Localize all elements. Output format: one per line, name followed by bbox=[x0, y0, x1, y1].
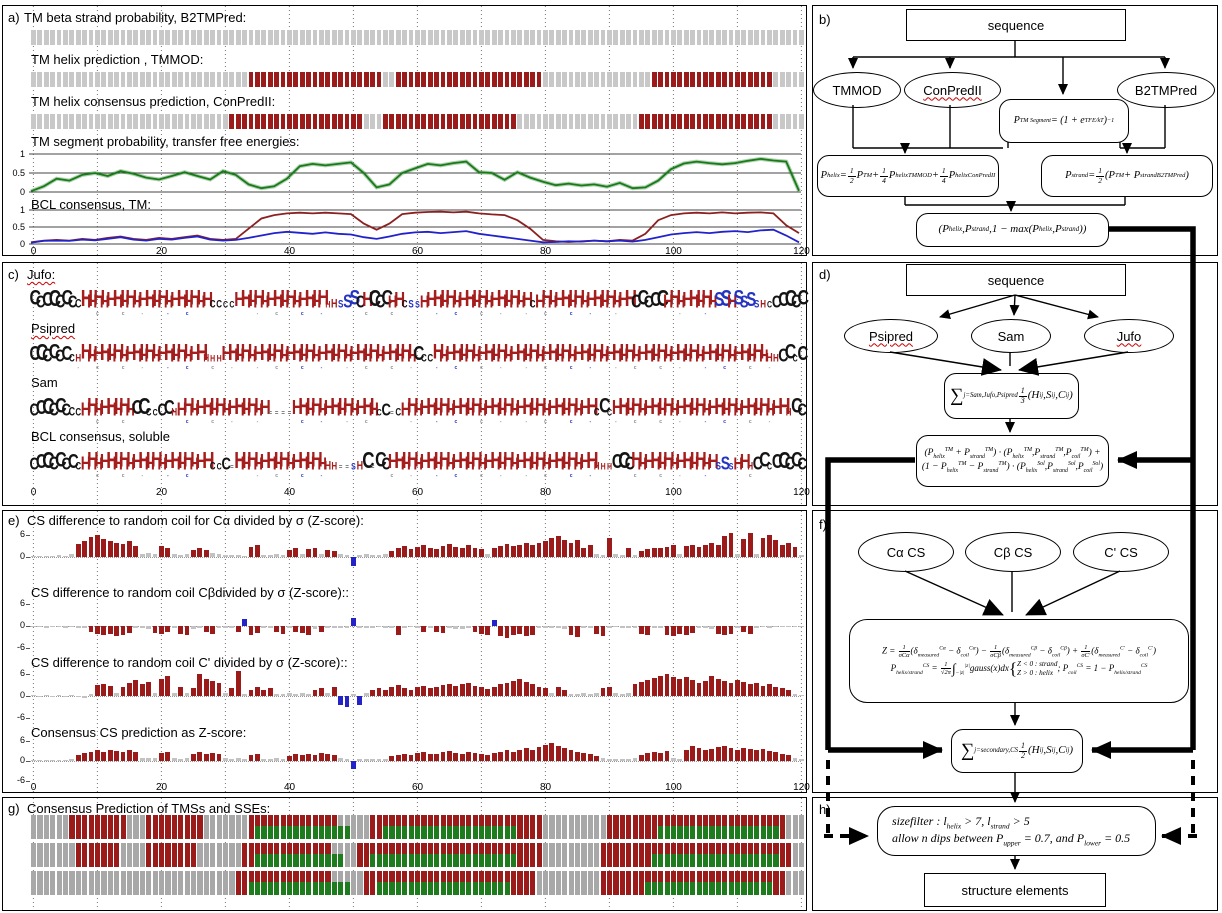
chart-tfe: 1 0.5 0 bbox=[3, 149, 808, 197]
label-cb: CS difference to random coil Cβdivided b… bbox=[31, 585, 349, 600]
chart-consensus-zscore: 6 0 -6 bbox=[3, 735, 808, 785]
consensus-strip-1 bbox=[3, 815, 808, 839]
sequence-box-b: sequence bbox=[906, 9, 1126, 41]
b2tmpred-ellipse: B2TMPred bbox=[1117, 72, 1215, 108]
sizefilter-box: sizefilter : lhelix > 7, lstrand > 5 all… bbox=[877, 806, 1156, 856]
x-axis-a: 0 20 40 60 80 100 120 bbox=[30, 246, 810, 257]
label-conpred: TM helix consensus prediction, ConPredII… bbox=[31, 94, 276, 109]
ca-cs-ellipse: Cα CS bbox=[858, 532, 954, 572]
structure-elements-box: structure elements bbox=[924, 873, 1106, 907]
panel-c-letter: c) bbox=[8, 267, 19, 282]
panel-b: b) sequence TMMOD ConPredII B2TMPred P TM… bbox=[812, 5, 1218, 256]
d-sum-formula: ∑ j=Sam,Jufo,Psipred 1 3 (H i j ,S i j ,C i j) bbox=[944, 373, 1079, 419]
consensus-strip-3 bbox=[3, 871, 808, 895]
chart-bcl-tm: 1 0.5 0 bbox=[3, 205, 808, 249]
sequence-box-d: sequence bbox=[906, 264, 1126, 296]
chart-cprime-zscore: 6 0 -6 bbox=[3, 668, 808, 723]
panel-e: e) CS difference to random coil for Cα d… bbox=[2, 510, 810, 793]
consensus-strip-2 bbox=[3, 843, 808, 867]
strip-b2tmpred bbox=[3, 30, 808, 45]
grid-lines bbox=[32, 6, 802, 255]
label-b2tmpred: TM beta strand probability, B2TMPred: bbox=[24, 10, 247, 25]
panel-f: f) Cα CS Cβ CS C' CS Z = 1 σCα (δmeasuredC… bbox=[812, 510, 1218, 793]
panel-b-letter: b) bbox=[819, 12, 831, 27]
sizefilter-line1: sizefilter : lhelix > 7, lstrand > 5 bbox=[892, 814, 1030, 831]
d-combine-line1: (PhelixTM + PstrandTM) · (PhelixTM,Pstra… bbox=[924, 446, 1101, 460]
cb-cs-ellipse: Cβ CS bbox=[965, 532, 1061, 572]
ptm-segment-formula: P TM Segment = (1 + e TFE/kT) −1 bbox=[999, 99, 1129, 143]
panel-d: d) sequence Psipred Sam Jufo ∑ j=Sam,Jufo… bbox=[812, 262, 1218, 506]
strip-tmmod bbox=[3, 72, 808, 87]
label-cp: CS difference to random coil C' divided … bbox=[31, 655, 348, 670]
label-consensus-cs: Consensus CS prediction as Z-score: bbox=[31, 725, 247, 740]
panel-e-letter: e) bbox=[8, 513, 20, 528]
label-bcl-soluble: BCL consensus, soluble bbox=[31, 429, 170, 444]
grid-lines bbox=[32, 511, 802, 792]
strip-conpred bbox=[3, 114, 808, 129]
tmmod-ellipse: TMMOD bbox=[813, 72, 901, 108]
sam-ellipse: Sam bbox=[971, 319, 1051, 353]
label-tmmod: TM helix prediction , TMMOD: bbox=[31, 52, 204, 67]
f-sum-formula: ∑ j=secondary,CS 1 2 (H i j ,S i j ,C i j) bbox=[951, 729, 1083, 773]
cprime-cs-ellipse: C' CS bbox=[1073, 532, 1169, 572]
d-combine-formula: (PhelixTM + PstrandTM) · (PhelixTM,Pstra… bbox=[916, 435, 1109, 487]
f-p-line: Phelix/strandCS = 1 √2π ∫−|z||z|gauss(x)dx… bbox=[890, 659, 1148, 679]
jufo-ellipse: Jufo bbox=[1084, 319, 1174, 353]
label-consensus-prediction: Consensus Prediction of TMSs and SSEs: bbox=[27, 801, 271, 816]
f-zscore-formula: Z = 1 σCα (δmeasuredCα − δcoilCα) − 1 σCβ (δ… bbox=[849, 619, 1189, 703]
panel-a: a) TM beta strand probability, B2TMPred:… bbox=[2, 5, 810, 257]
d-combine-line2: (1 − PhelixTM − PstrandTM) · (PhelixSol,… bbox=[921, 461, 1104, 475]
panel-f-letter: f) bbox=[819, 517, 827, 532]
conpredii-ellipse: ConPredII bbox=[904, 72, 1001, 108]
grid-lines bbox=[32, 263, 802, 505]
psipred-ellipse: Psipred bbox=[844, 319, 938, 353]
panel-a-letter: a) bbox=[8, 10, 20, 25]
panel-d-letter: d) bbox=[819, 267, 831, 282]
label-tfe: TM segment probability, transfer free en… bbox=[31, 134, 300, 149]
b-output-formula: (P helix ,P strand ,1 − max(P helix ,P strand)) bbox=[916, 213, 1109, 247]
panel-g-letter: g) bbox=[8, 801, 20, 816]
chart-cb-zscore: 6 0 -6 bbox=[3, 598, 808, 653]
panel-g: g) Consensus Prediction of TMSs and SSEs… bbox=[2, 797, 807, 911]
x-axis-c: 0 20 40 60 80 100 120 bbox=[30, 487, 810, 498]
label-bcl-tm: BCL consensus, TM: bbox=[31, 197, 151, 212]
f-z-line: Z = 1 σCα (δmeasuredCα − δcoilCα) − 1 σCβ (δ… bbox=[882, 644, 1156, 660]
label-psipred: Psipred bbox=[31, 321, 76, 336]
sizefilter-line2: allow n dips between Pupper = 0.7, and P… bbox=[892, 831, 1131, 848]
panel-h-letter: h) bbox=[819, 802, 831, 817]
label-jufo: Jufo: bbox=[27, 267, 56, 282]
x-axis-e: 0 20 40 60 80 100 120 bbox=[30, 782, 810, 793]
label-sam: Sam bbox=[31, 375, 58, 390]
panel-h: h) sizefilter : lhelix > 7, lstrand > 5 … bbox=[812, 797, 1218, 911]
label-ca: CS difference to random coil for Cα divi… bbox=[27, 513, 364, 528]
